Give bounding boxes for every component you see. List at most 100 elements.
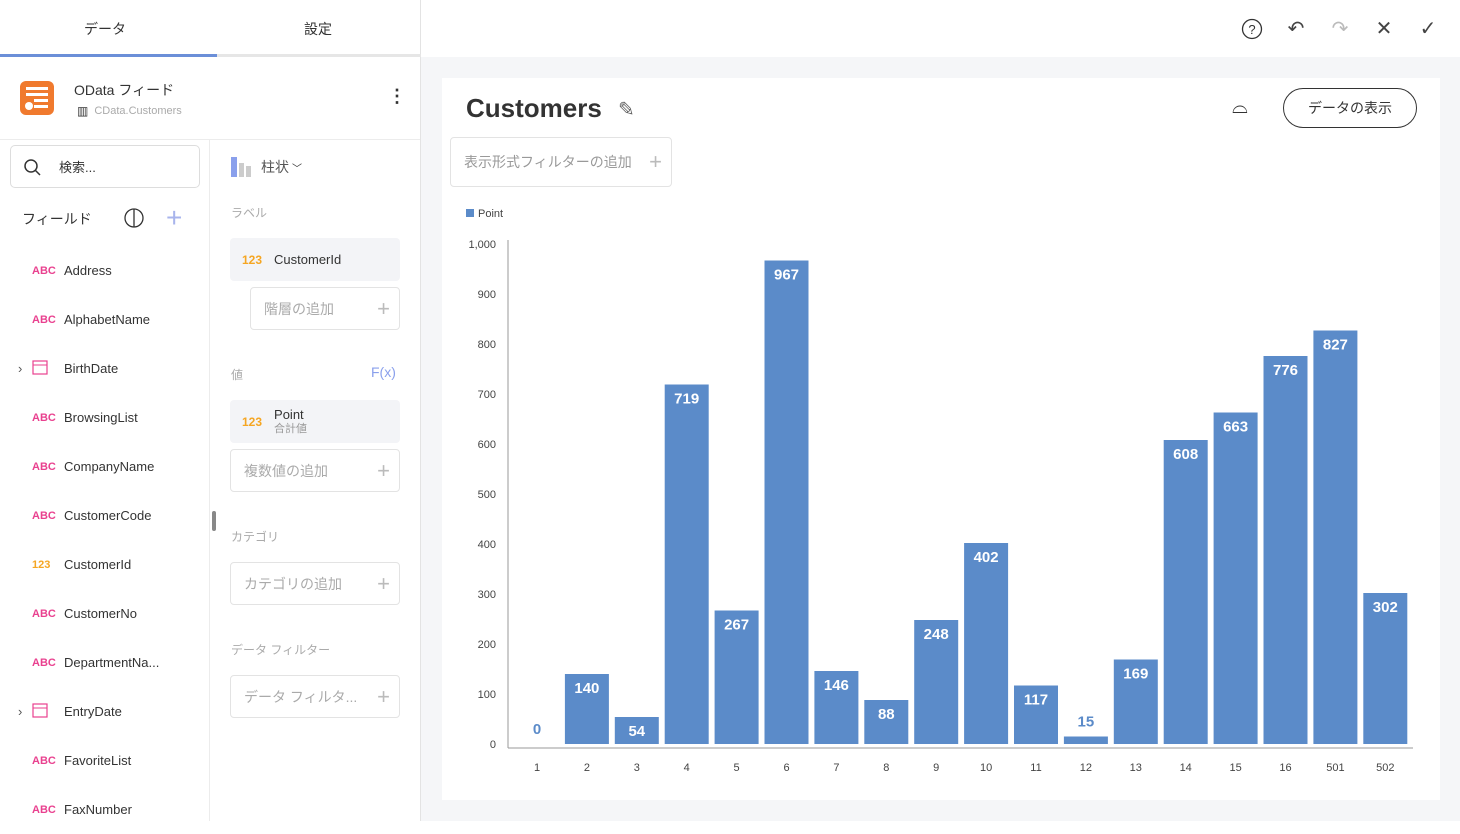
field-item[interactable]: ABC CustomerNo <box>0 589 210 638</box>
x-tick-label: 10 <box>980 762 992 774</box>
value-field-name: Point <box>274 406 304 422</box>
x-tick-label: 11 <box>1030 762 1041 774</box>
bar <box>1263 356 1308 744</box>
brain-icon[interactable] <box>123 207 145 234</box>
add-visual-filter-button[interactable]: 表示形式フィルターの追加 + <box>450 137 672 187</box>
bar <box>964 543 1009 744</box>
theme-icon[interactable]: ⌓ <box>1232 96 1248 118</box>
bar <box>1063 736 1108 744</box>
table-icon: ▥ <box>77 104 89 118</box>
show-data-button[interactable]: データの表示 <box>1283 88 1417 128</box>
x-tick-label: 9 <box>933 762 939 774</box>
y-tick-label: 900 <box>478 289 496 301</box>
label-section-title: ラベル <box>231 206 268 220</box>
odata-source-icon <box>20 81 54 115</box>
data-label: 248 <box>924 626 949 643</box>
y-tick-label: 1,000 <box>468 239 496 251</box>
bar <box>1213 412 1258 744</box>
data-label: 776 <box>1273 362 1298 379</box>
field-item[interactable]: ABC CustomerCode <box>0 491 210 540</box>
field-name: FaxNumber <box>64 802 132 817</box>
data-label: 402 <box>974 549 999 566</box>
field-name: BirthDate <box>64 361 119 376</box>
undo-icon[interactable]: ↶ <box>1287 18 1305 40</box>
bar <box>1014 685 1058 744</box>
field-item[interactable]: › BirthDate <box>0 344 210 393</box>
data-label: 608 <box>1173 446 1198 463</box>
field-item[interactable]: 123 CustomerId <box>0 540 210 589</box>
plus-icon: + <box>377 570 390 596</box>
label-field-pill[interactable]: 123 CustomerId <box>230 238 400 281</box>
y-tick-label: 300 <box>478 589 496 601</box>
chart-type-selector[interactable]: 柱状 ﹀ <box>231 156 302 178</box>
add-category-button[interactable]: カテゴリの追加 + <box>230 562 400 605</box>
close-icon[interactable]: ✕ <box>1375 18 1393 40</box>
calendar-icon <box>32 702 48 721</box>
add-values-button[interactable]: 複数値の追加 + <box>230 449 400 492</box>
value-section-title: 値 <box>231 368 244 382</box>
add-field-icon[interactable]: + <box>166 202 183 233</box>
source-table-name: CData.Customers <box>94 105 182 117</box>
redo-icon[interactable]: ↷ <box>1331 18 1349 40</box>
confirm-icon[interactable]: ✓ <box>1419 18 1437 40</box>
chart-type-label: 柱状 <box>261 159 289 175</box>
text-type-icon: ABC <box>32 509 56 522</box>
text-type-icon: ABC <box>32 313 56 326</box>
field-item[interactable]: ABC FavoriteList <box>0 736 210 785</box>
tab-settings[interactable]: 設定 <box>304 20 332 37</box>
formula-button[interactable]: F(x) <box>371 364 396 380</box>
fields-panel <box>0 140 210 821</box>
aggregation-label: 合計値 <box>274 422 308 435</box>
field-item[interactable]: › EntryDate <box>0 687 210 736</box>
field-name: Address <box>64 263 112 278</box>
bar <box>764 260 809 744</box>
bar <box>614 717 659 744</box>
edit-title-icon[interactable]: ✎ <box>618 99 635 121</box>
chevron-right-icon: › <box>18 704 23 719</box>
data-label: 88 <box>878 706 895 723</box>
value-field-pill[interactable]: 123 Point 合計値 <box>230 400 400 443</box>
text-type-icon: ABC <box>32 264 56 277</box>
text-type-icon: ABC <box>32 803 56 816</box>
y-tick-label: 600 <box>478 439 496 451</box>
scrollbar[interactable] <box>212 511 216 531</box>
source-title: OData フィード <box>74 82 175 98</box>
field-item[interactable]: ABC DepartmentNa... <box>0 638 210 687</box>
add-hierarchy-button[interactable]: 階層の追加 + <box>250 287 400 330</box>
column-chart-icon <box>231 157 251 177</box>
source-table: ▥ CData.Customers <box>77 104 182 118</box>
bar <box>714 610 759 744</box>
data-label: 146 <box>824 677 849 694</box>
tab-data[interactable]: データ <box>84 20 126 37</box>
field-name: CustomerId <box>64 557 132 572</box>
bar <box>664 384 709 744</box>
visualization-title[interactable]: Customers <box>466 93 602 123</box>
legend-label: Point <box>478 208 503 220</box>
data-label: 827 <box>1323 337 1348 354</box>
bar-chart: Point 0 100 200 300 400 500 600 700 800 900 1,000 0 1… <box>466 208 1413 774</box>
add-data-filter-button[interactable]: データ フィルタ... + <box>230 675 400 718</box>
y-tick-label: 700 <box>478 389 496 401</box>
y-tick-label: 100 <box>478 689 496 701</box>
active-tab-indicator <box>0 54 217 57</box>
x-tick-label: 3 <box>634 762 640 774</box>
tab-divider <box>217 54 421 57</box>
field-name: FavoriteList <box>64 753 132 768</box>
category-section-title: カテゴリ <box>231 530 280 544</box>
search-input[interactable]: 検索... <box>10 145 200 188</box>
field-item[interactable]: ABC CompanyName <box>0 442 210 491</box>
plus-icon: + <box>377 295 390 321</box>
field-item[interactable]: ABC FaxNumber <box>0 785 210 834</box>
field-item[interactable]: ABC BrowsingList <box>0 393 210 442</box>
bar <box>864 700 909 744</box>
field-item[interactable]: ABC AlphabetName <box>0 295 210 344</box>
more-options-icon[interactable]: ⋮ <box>388 86 406 106</box>
plus-icon: + <box>377 457 390 483</box>
text-type-icon: ABC <box>32 754 56 767</box>
field-name: AlphabetName <box>64 312 150 327</box>
help-icon[interactable]: ? <box>1240 17 1264 41</box>
field-item[interactable]: ABC Address <box>0 246 210 295</box>
filter-section-title: データ フィルター <box>231 643 331 657</box>
add-filter-label: データ フィルタ... <box>244 688 358 705</box>
text-type-icon: ABC <box>32 607 56 620</box>
